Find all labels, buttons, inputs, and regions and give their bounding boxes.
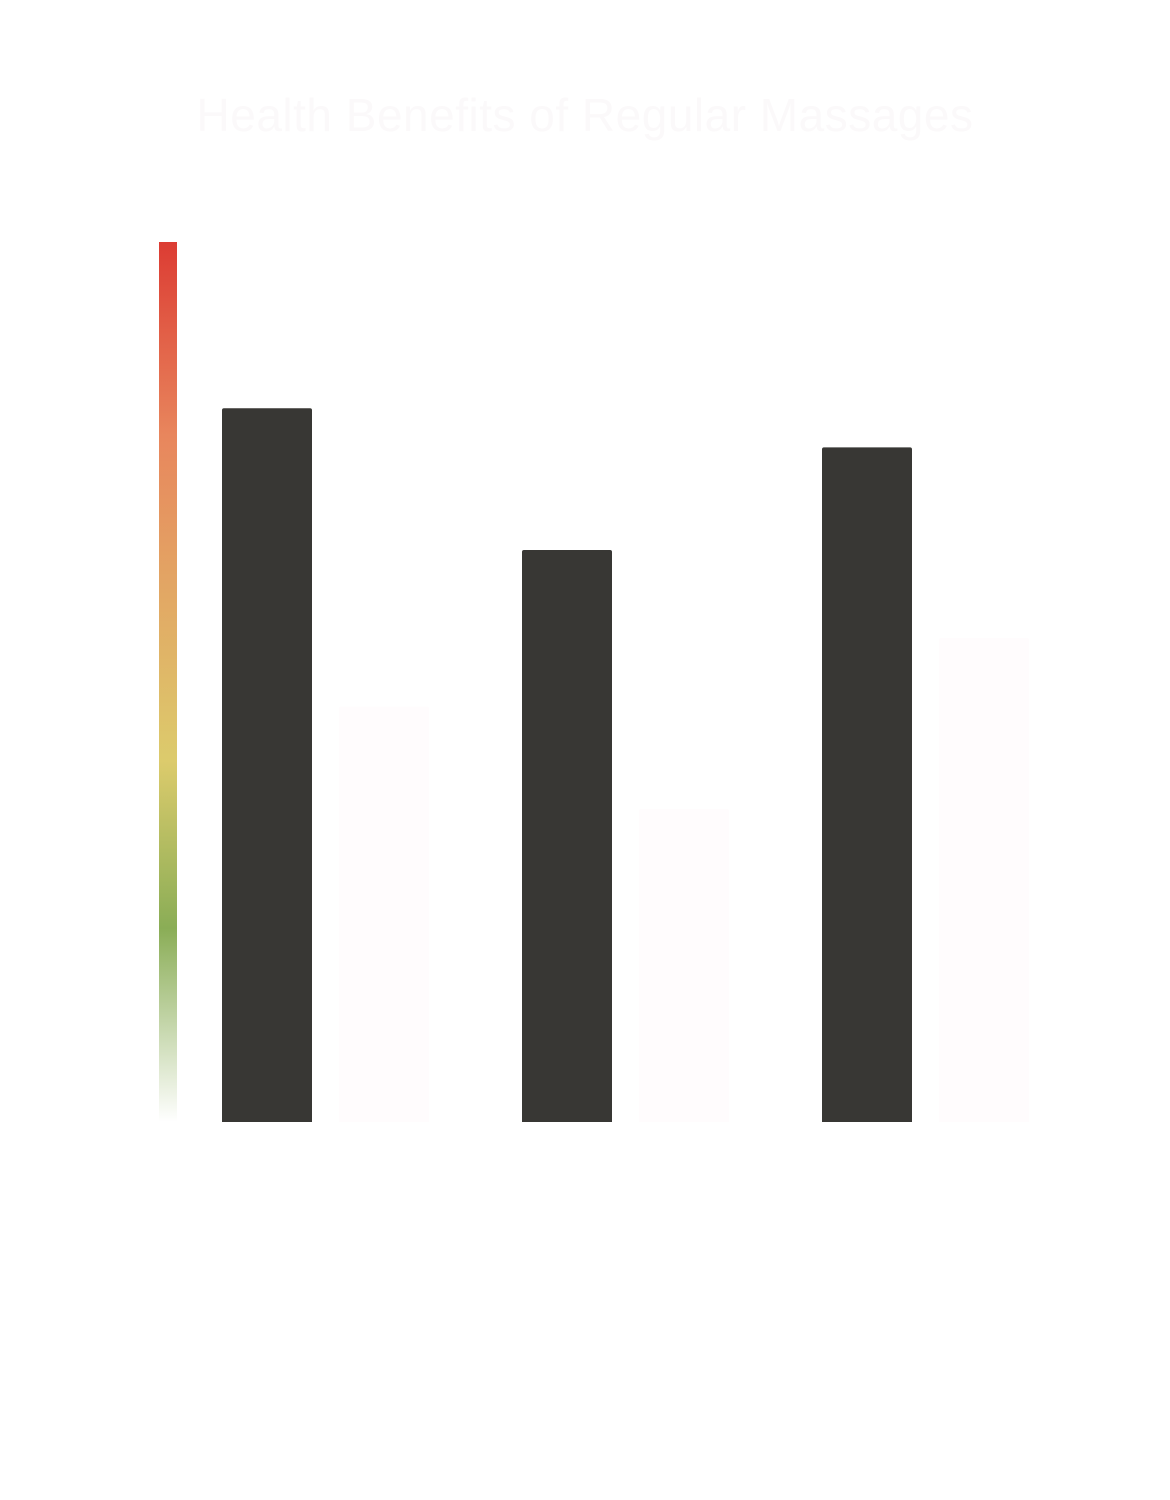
chart-title: Health Benefits of Regular Massages [196, 89, 974, 141]
bar-series-2-category-2 [639, 809, 729, 1122]
bars-layer [222, 408, 1029, 1122]
bar-series-2-category-1 [339, 706, 429, 1122]
bar-series-1-category-2 [522, 550, 612, 1122]
bar-series-1-category-1 [222, 408, 312, 1122]
bar-series-1-category-3 [822, 447, 912, 1122]
color-scale-bar [159, 242, 177, 1122]
bar-series-2-category-3 [939, 638, 1029, 1122]
